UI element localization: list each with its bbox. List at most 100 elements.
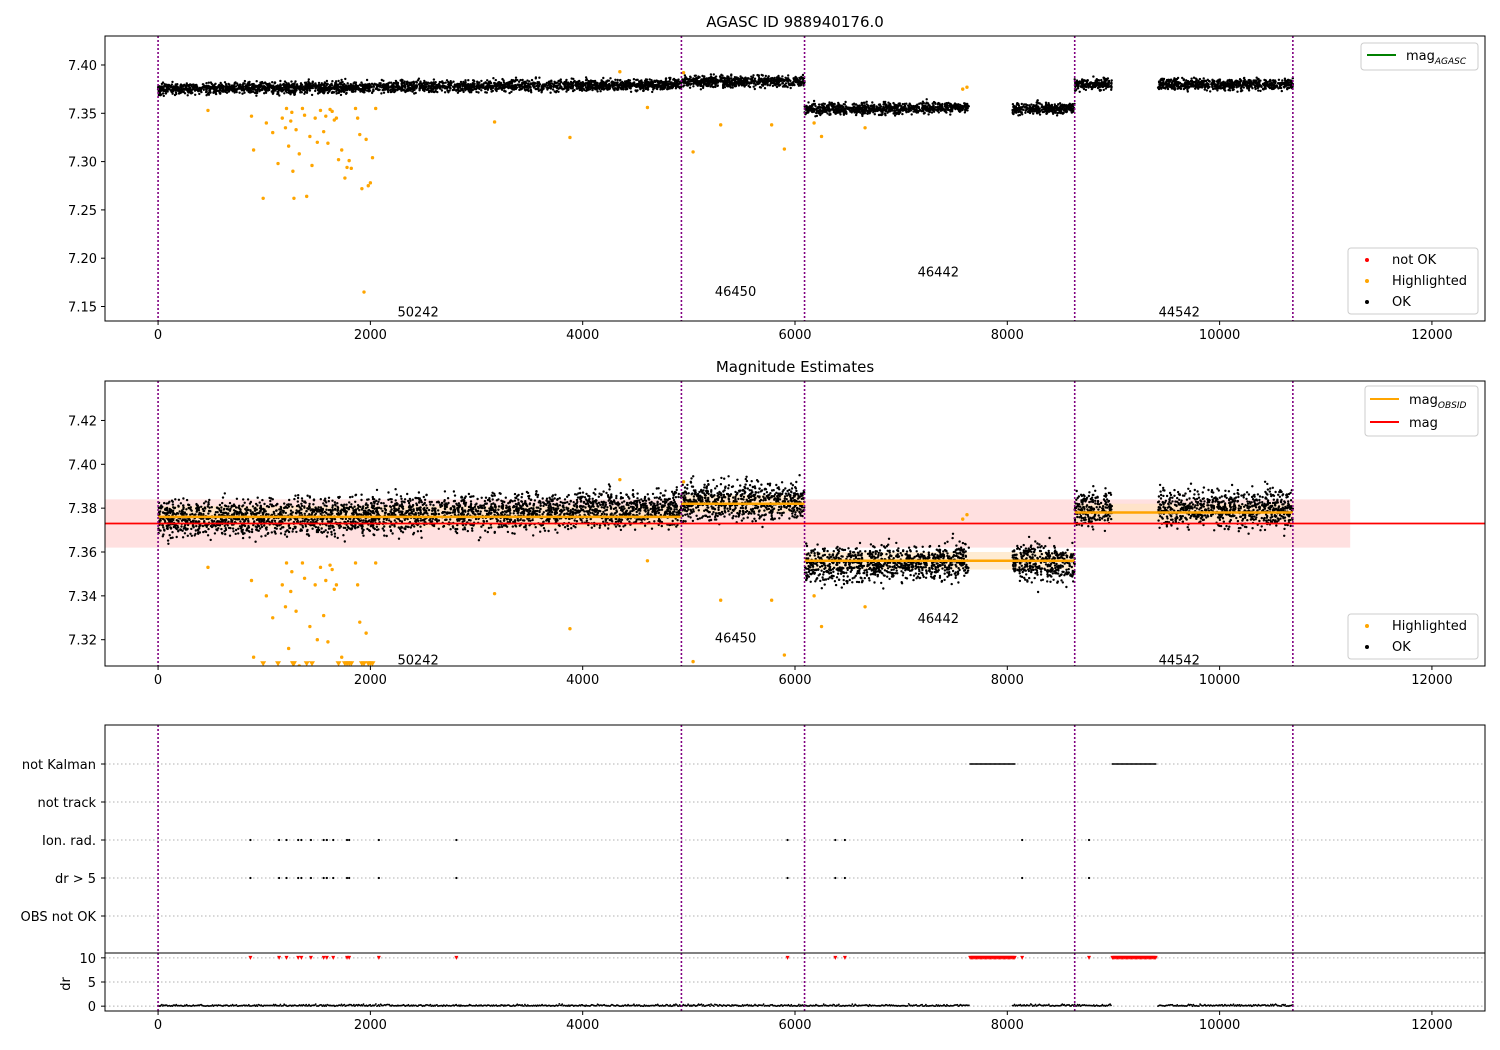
ok-point: [716, 84, 719, 87]
ok-point: [599, 90, 602, 93]
ok-point: [263, 92, 266, 95]
ok-point: [887, 101, 890, 104]
ok-point: [284, 84, 288, 87]
ok-point: [1051, 106, 1055, 110]
ok-point: [860, 101, 863, 105]
ok-point: [892, 106, 896, 109]
ok-point: [839, 104, 842, 108]
ok-point: [1085, 85, 1088, 89]
ok-point: [415, 81, 418, 84]
ok-point: [636, 78, 639, 82]
ok-point: [1110, 86, 1113, 90]
ok-point: [796, 83, 800, 86]
ok-point: [938, 107, 941, 111]
ok-point: [1077, 81, 1080, 84]
ok-point: [1095, 84, 1099, 87]
ok-point: [330, 91, 334, 95]
ok-point: [713, 77, 717, 80]
ok-point: [652, 85, 656, 88]
ok-point: [484, 81, 487, 84]
ok-point: [844, 105, 848, 108]
ok-point: [674, 85, 678, 88]
ok-point: [280, 90, 284, 93]
ok-point: [676, 83, 680, 87]
ok-point: [754, 84, 757, 87]
ok-point: [1024, 109, 1027, 113]
ok-point: [720, 79, 724, 82]
ok-point: [602, 80, 605, 84]
ok-point: [928, 108, 931, 111]
ok-point: [1190, 77, 1193, 80]
ok-point: [536, 81, 539, 84]
ok-point: [191, 91, 194, 95]
ok-point: [679, 86, 683, 89]
ok-point: [396, 87, 399, 91]
ok-point: [306, 86, 309, 89]
ok-point: [524, 81, 528, 85]
ok-point: [498, 81, 501, 84]
ok-point: [456, 85, 459, 89]
ok-point: [887, 108, 891, 112]
ok-point: [1100, 78, 1103, 82]
ok-point: [233, 85, 236, 89]
ok-point: [470, 86, 473, 89]
ok-point: [878, 107, 881, 110]
ok-point: [748, 85, 752, 89]
ok-point: [273, 89, 276, 92]
ok-point: [256, 88, 260, 91]
ok-point: [920, 102, 924, 106]
ok-point: [915, 104, 918, 108]
ok-point: [875, 105, 878, 108]
ok-point: [632, 78, 636, 81]
ok-point: [287, 91, 291, 94]
ok-point: [271, 81, 274, 84]
ok-point: [177, 92, 181, 95]
ok-point: [1076, 85, 1080, 88]
ok-point: [608, 86, 611, 90]
ok-point: [441, 86, 445, 89]
ok-point: [384, 84, 387, 88]
ok-point: [429, 90, 433, 93]
ok-point: [271, 89, 274, 93]
ok-point: [161, 92, 165, 95]
ok-point: [474, 87, 477, 91]
ok-point: [950, 108, 954, 111]
ok-point: [1088, 82, 1092, 85]
ok-point: [967, 105, 970, 108]
ok-point: [669, 76, 672, 80]
ok-point: [673, 80, 677, 83]
ok-point: [551, 88, 555, 91]
ok-point: [1021, 113, 1024, 116]
ok-point: [893, 109, 897, 113]
ok-point: [832, 109, 835, 112]
ok-point: [741, 83, 745, 86]
ok-point: [448, 89, 451, 92]
ok-point: [1030, 103, 1033, 106]
ok-point: [881, 113, 884, 116]
ok-point: [639, 83, 642, 86]
ok-point: [378, 88, 381, 91]
ok-point: [447, 80, 450, 84]
ok-point: [250, 83, 254, 86]
ok-point: [1104, 77, 1108, 81]
ok-point: [170, 90, 173, 94]
ok-point: [957, 103, 960, 106]
ok-point: [320, 90, 323, 93]
ok-point: [549, 91, 552, 94]
ok-point: [338, 82, 342, 85]
ok-point: [741, 80, 745, 84]
ok-point: [354, 81, 358, 84]
ok-point: [710, 76, 713, 80]
ok-point: [554, 81, 557, 85]
ok-point: [205, 94, 208, 97]
ok-point: [1013, 111, 1017, 114]
ok-point: [480, 79, 483, 83]
ok-point: [354, 88, 357, 91]
ok-point: [882, 103, 885, 106]
ok-point: [695, 79, 698, 82]
ok-point: [1020, 102, 1023, 106]
ok-point: [1058, 102, 1062, 105]
ok-point: [688, 80, 692, 83]
ok-point: [484, 85, 488, 89]
ok-point: [501, 83, 504, 87]
